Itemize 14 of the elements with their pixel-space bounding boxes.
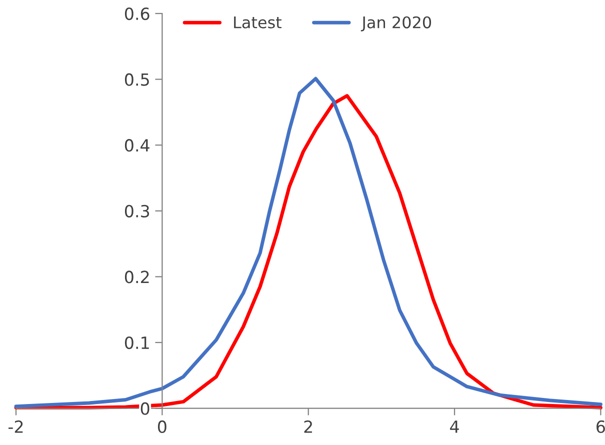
x-tick-label: 2 xyxy=(304,420,312,433)
x-tick-label: -2 xyxy=(8,420,23,433)
legend-label: Latest xyxy=(234,16,282,28)
y-tick-label: 0.5 xyxy=(124,73,149,86)
y-tick-label: 0.6 xyxy=(124,7,150,20)
x-tick-label: 0 xyxy=(158,420,166,434)
legend-label: Jan 2020 xyxy=(360,16,432,32)
y-tick-label: 0 xyxy=(140,402,150,415)
x-tick-label: 6 xyxy=(596,420,605,434)
x-tick-label: 4 xyxy=(450,420,459,433)
y-tick-label: 0.2 xyxy=(124,270,149,284)
y-tick-label: 0.1 xyxy=(124,336,149,350)
y-tick-label: 0.3 xyxy=(124,204,150,218)
y-tick-label: 0.4 xyxy=(124,139,150,152)
